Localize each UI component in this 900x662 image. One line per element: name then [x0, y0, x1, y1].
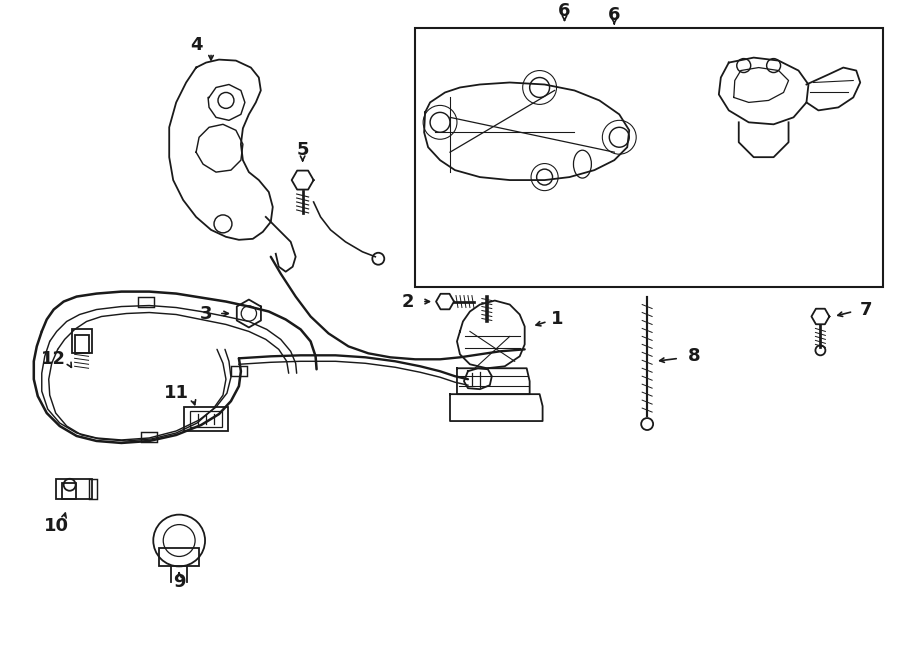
Text: 5: 5 — [296, 141, 309, 159]
Text: 2: 2 — [402, 293, 414, 310]
Text: 12: 12 — [41, 350, 67, 368]
Bar — [62, 483, 76, 498]
Bar — [141, 432, 158, 442]
Bar — [56, 479, 92, 498]
Text: 7: 7 — [860, 301, 872, 318]
Bar — [415, 28, 883, 287]
Bar — [184, 407, 228, 431]
Text: 1: 1 — [552, 310, 563, 328]
Text: 11: 11 — [164, 384, 189, 402]
Text: 6: 6 — [608, 6, 620, 24]
Text: 8: 8 — [688, 348, 700, 365]
Bar — [88, 479, 96, 498]
Text: 9: 9 — [173, 573, 185, 591]
Text: 3: 3 — [200, 305, 212, 322]
Text: 10: 10 — [44, 516, 69, 535]
Bar — [159, 549, 199, 567]
Text: 4: 4 — [190, 36, 203, 54]
Bar — [72, 330, 92, 354]
Bar — [75, 336, 88, 354]
Bar — [190, 411, 222, 427]
Text: 6: 6 — [558, 2, 571, 20]
Bar — [139, 297, 154, 307]
Bar — [231, 366, 247, 376]
